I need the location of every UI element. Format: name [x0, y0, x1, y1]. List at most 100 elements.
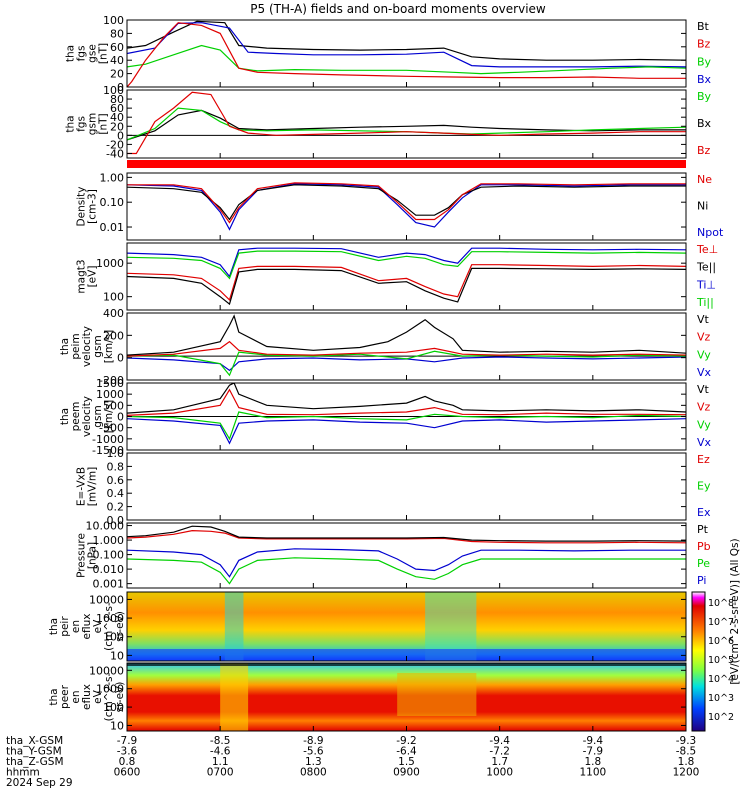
y-tick-label: 1000 — [96, 612, 124, 625]
legend-label: Pb — [697, 540, 711, 553]
x-row-value: 1.8 — [678, 756, 695, 768]
series-group — [127, 247, 686, 306]
y-tick-label: 60 — [110, 102, 124, 115]
y-tick-label: 0 — [117, 81, 124, 94]
y-tick-label: 20 — [110, 68, 124, 81]
y-tick-label: 1000 — [96, 683, 124, 696]
y-tick-label: 1.000 — [93, 534, 125, 547]
y-axis-label: tha — [65, 115, 77, 132]
y-axis-label: gsm — [92, 405, 104, 427]
colorbar-label: [eV/(cm^2-s-sr-eV)] (All Qs) — [729, 538, 741, 684]
y-tick-label: -40 — [106, 147, 124, 160]
x-row-value: 1.3 — [305, 756, 322, 768]
y-axis-label: [km/s] — [103, 330, 115, 364]
y-axis-label: gse — [87, 44, 99, 63]
x-row-value: -7.9 — [583, 746, 604, 758]
y-axis-label: [nT] — [98, 113, 110, 134]
series-group — [127, 91, 686, 155]
x-row-value: 1200 — [673, 767, 700, 779]
panel-frame — [126, 172, 687, 241]
y-axis-label: (cm^2-s- — [103, 672, 115, 721]
y-axis-label: tha — [65, 45, 77, 62]
legend-label: Ex — [697, 506, 711, 519]
x-row-value: -9.4 — [583, 735, 604, 747]
spectrogram-dropout — [224, 592, 244, 661]
series-line — [127, 250, 686, 280]
legend-label: By — [697, 90, 712, 103]
series-line — [127, 557, 686, 585]
y-tick-label: 0.001 — [93, 578, 125, 591]
y-tick-label: -1000 — [92, 433, 124, 446]
x-row-value: -4.6 — [210, 746, 231, 758]
y-tick-label: 100 — [103, 84, 124, 97]
y-axis-label: peer — [59, 684, 71, 709]
y-axis-label: en — [70, 690, 82, 703]
y-axis-label: tha — [59, 338, 71, 355]
y-tick-label: 0.010 — [93, 563, 125, 576]
legend-label: Vz — [697, 331, 711, 344]
y-axis-label: [km/s] — [103, 400, 115, 434]
legend-label: Ey — [697, 480, 711, 493]
y-axis-label: gsm — [92, 335, 104, 357]
y-tick-label: 0.8 — [107, 460, 125, 473]
y-axis-label: tha — [59, 408, 71, 425]
series-line — [127, 22, 686, 87]
legend-label: Npot — [697, 226, 724, 239]
legend-label: Ne — [697, 173, 712, 186]
colorbar: 10^8 10^7 10^6 10^5 10^4 10^3 10^2 [eV/(cm^2-s-… — [691, 538, 741, 732]
y-tick-label: 100 — [103, 14, 124, 27]
y-axis-label: [nPa] — [87, 542, 99, 569]
legend-label: Ti|| — [696, 296, 714, 309]
y-tick-label: 10000 — [89, 593, 124, 606]
legend-label: Te⊥ — [696, 243, 718, 256]
x-row-value: -8.9 — [303, 735, 324, 747]
series-line — [127, 109, 686, 141]
spectrogram-dropout — [397, 673, 477, 716]
y-tick-label: 100 — [103, 701, 124, 714]
series-line — [127, 350, 686, 377]
y-axis-label: Density — [76, 187, 88, 227]
series-line — [127, 20, 686, 61]
spectrogram-topband — [127, 663, 686, 666]
x-row-value: -7.2 — [489, 746, 510, 758]
series-line — [127, 183, 686, 231]
colorbar-tick-label: 10^6 — [708, 636, 734, 647]
panel-frame — [126, 452, 687, 521]
series-line — [127, 525, 686, 542]
y-axis-label: [mV/m] — [87, 467, 99, 506]
legend-label: Vz — [697, 401, 711, 414]
y-tick-label: 100 — [103, 631, 124, 644]
panel-density: 1.00 0.10 0.01 Density [cm-3] Ne Ni Npot — [76, 171, 724, 241]
series-group — [127, 20, 686, 87]
colorbar-tick-label: 10^8 — [708, 598, 734, 609]
panel-frame — [126, 312, 687, 381]
series-line — [127, 314, 686, 356]
series-line — [127, 91, 686, 155]
legend-label: Vy — [697, 348, 711, 361]
y-tick-label: -20 — [106, 138, 124, 151]
x-row-value: 1.8 — [584, 756, 601, 768]
y-axis-label: fgs — [76, 116, 88, 132]
y-axis-label: E=-VxB — [76, 467, 88, 506]
legend-label: Ni — [697, 200, 708, 213]
x-row-label: tha_X-GSM — [6, 735, 63, 747]
y-tick-label: 1000 — [96, 257, 124, 270]
y-axis-label: fgs — [76, 46, 88, 62]
legend-label: Vt — [697, 313, 710, 326]
y-tick-label: 200 — [103, 329, 124, 342]
series-group — [127, 182, 686, 231]
y-axis-label: gsm — [87, 113, 99, 135]
y-axis-label: [nT] — [98, 43, 110, 64]
plot-title: P5 (TH-A) fields and on-board moments ov… — [250, 2, 546, 16]
legend-label: Bx — [697, 73, 712, 86]
y-tick-label: 400 — [103, 307, 124, 320]
y-axis-label: en — [70, 620, 82, 633]
spectrogram-features — [127, 663, 686, 731]
x-row-value: 0.8 — [119, 756, 136, 768]
colorbar-tick-label: 10^7 — [708, 617, 734, 628]
colorbar-tick-label: 10^5 — [708, 655, 734, 666]
y-tick-label: 1.00 — [100, 171, 125, 184]
y-axis-label: tha — [48, 688, 60, 705]
